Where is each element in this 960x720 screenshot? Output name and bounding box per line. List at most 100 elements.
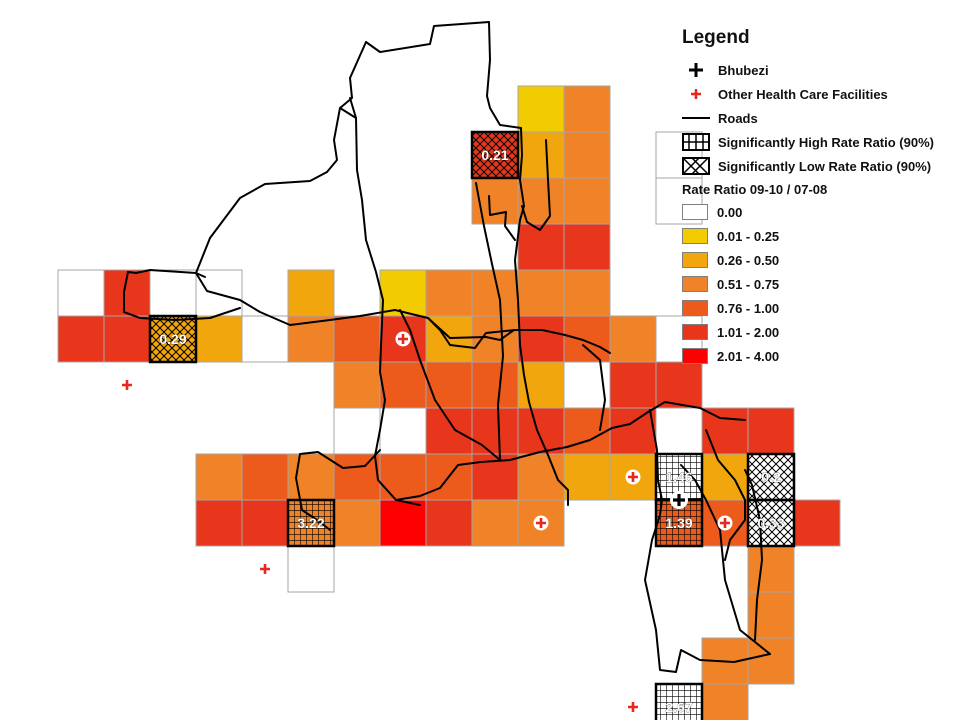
significant-low-cell	[148, 314, 198, 364]
legend-class-label: 0.01 - 0.25	[717, 228, 780, 244]
legend-label-high: Significantly High Rate Ratio (90%)	[718, 134, 934, 150]
grid-cell	[425, 361, 473, 409]
grid-cell	[287, 269, 335, 317]
road-segment	[427, 317, 515, 341]
grid-cell	[57, 269, 105, 317]
grid-cell	[333, 499, 381, 547]
facility-icon	[625, 699, 641, 715]
facility-icon	[119, 377, 135, 393]
legend-class-label: 0.00	[717, 204, 743, 220]
legend-class-row: 0.00	[682, 200, 934, 224]
grid-cell	[517, 131, 565, 179]
legend-swatch	[682, 348, 708, 364]
grid-cell	[195, 269, 243, 317]
grid-cell	[747, 545, 795, 593]
road-segment	[399, 309, 501, 461]
facility-icon	[533, 515, 549, 531]
grid-cell	[563, 131, 611, 179]
legend-label-bhubezi: Bhubezi	[718, 62, 769, 78]
grid-cell	[379, 269, 427, 317]
road-segment	[365, 21, 522, 129]
high-hatch-icon	[682, 133, 710, 151]
grid-cell	[57, 315, 105, 363]
legend-class-row: 1.01 - 2.00	[682, 320, 934, 344]
roads	[123, 21, 771, 673]
grid-cells	[57, 85, 841, 720]
facility-icon	[717, 515, 733, 531]
road-segment	[521, 139, 551, 231]
legend-swatch	[682, 252, 708, 268]
facility-cross-icon	[682, 85, 710, 103]
grid-cell	[563, 315, 611, 363]
rate-ratio-label: 1.39	[665, 515, 692, 531]
legend-swatch	[682, 204, 708, 220]
grid-cell	[793, 499, 841, 547]
legend-item-low: Significantly Low Rate Ratio (90%)	[682, 154, 934, 178]
grid-cell	[563, 269, 611, 317]
legend-class-row: 0.76 - 1.00	[682, 296, 934, 320]
legend-title: Legend	[682, 27, 750, 48]
grid-cell	[241, 315, 289, 363]
significant-low-cell	[746, 498, 796, 548]
grid-cell	[241, 453, 289, 501]
grid-cell	[241, 499, 289, 547]
grid-cell	[609, 407, 657, 455]
legend-swatch	[682, 228, 708, 244]
legend-item-roads: Roads	[682, 106, 934, 130]
road-segment	[339, 107, 357, 119]
grid-cell	[701, 407, 749, 455]
grid-cell	[149, 269, 197, 317]
legend-class-label: 0.51 - 0.75	[717, 276, 780, 292]
low-hatch-icon	[682, 157, 710, 175]
legend-item-bhubezi: Bhubezi	[682, 58, 934, 82]
facility-icon	[257, 561, 273, 577]
road-segment	[475, 182, 504, 461]
grid-cell	[471, 499, 519, 547]
grid-cell	[425, 407, 473, 455]
grid-cell	[379, 361, 427, 409]
grid-cell	[287, 453, 335, 501]
legend-classes: 0.00 0.01 - 0.25 0.26 - 0.50 0.51 - 0.75 0.7…	[682, 200, 934, 368]
grid-cell	[563, 177, 611, 225]
road-segment	[514, 127, 538, 431]
legend-swatch	[682, 324, 708, 340]
legend: Legend Bhubezi Other Health Care Facilit…	[682, 27, 934, 368]
rate-ratio-label: 3.22	[297, 515, 324, 531]
legend-item-high: Significantly High Rate Ratio (90%)	[682, 130, 934, 154]
road-segment	[349, 97, 421, 506]
grid-cell	[379, 453, 427, 501]
road-line-icon	[682, 109, 710, 127]
grid-cell	[609, 361, 657, 409]
grid-cell	[655, 361, 703, 409]
road-segment	[582, 344, 606, 431]
legend-class-row: 0.01 - 0.25	[682, 224, 934, 248]
grid-cell	[195, 499, 243, 547]
grid-cell	[563, 223, 611, 271]
facility-icon	[625, 469, 641, 485]
grid-cell	[333, 315, 381, 363]
legend-label-low: Significantly Low Rate Ratio (90%)	[718, 158, 932, 174]
rate-ratio-label: 0.2	[761, 469, 781, 485]
road-segment	[488, 195, 516, 241]
grid-cell	[379, 499, 427, 547]
grid-cell	[747, 407, 795, 455]
road-segment	[127, 269, 206, 278]
legend-label-other-facilities: Other Health Care Facilities	[718, 86, 888, 102]
grid-cell	[517, 315, 565, 363]
rate-ratio-label: 1.46	[665, 469, 692, 485]
rate-ratio-label: 0.29	[159, 331, 186, 347]
legend-class-label: 1.01 - 2.00	[717, 324, 780, 340]
grid-cell	[609, 315, 657, 363]
significant-low-cell	[470, 130, 520, 180]
road-segment	[395, 401, 746, 501]
road-segment	[536, 429, 569, 506]
legend-swatch	[682, 276, 708, 292]
grid-cell	[333, 361, 381, 409]
significant-high-cell	[654, 682, 704, 720]
legend-swatch	[682, 300, 708, 316]
legend-ratio-title: Rate Ratio 09-10 / 07-08	[682, 181, 828, 197]
grid-cell	[517, 269, 565, 317]
legend-class-row: 2.01 - 4.00	[682, 344, 934, 368]
legend-class-label: 0.26 - 0.50	[717, 252, 780, 268]
